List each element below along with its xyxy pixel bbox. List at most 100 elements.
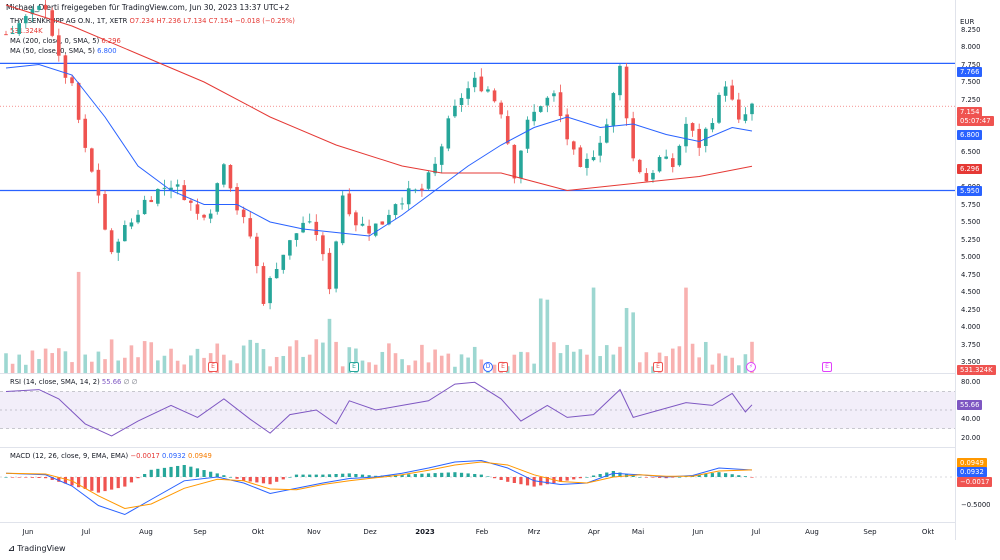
price-axis-tick: 5.750 — [961, 200, 981, 209]
candle-body — [439, 146, 444, 165]
candle-body — [426, 172, 431, 189]
candle-body — [558, 92, 563, 117]
candle-body — [591, 157, 596, 161]
macd-histogram-bar — [413, 474, 417, 477]
candle-body — [453, 105, 457, 117]
time-axis-tick: Mai — [631, 528, 645, 536]
time-axis-tick: Feb — [475, 528, 489, 536]
volume-bar — [129, 345, 134, 373]
earnings-marker[interactable]: E — [498, 362, 508, 372]
macd-histogram-bar — [301, 474, 305, 477]
macd-histogram-bar — [572, 477, 576, 480]
price-axis-tick: 6.500 — [961, 148, 981, 156]
time-axis-tick: Jun — [692, 528, 704, 536]
volume-bar — [644, 352, 649, 373]
macd-histogram-bar — [717, 472, 721, 477]
macd-histogram-bar — [360, 474, 365, 477]
macd-histogram-bar — [565, 477, 569, 481]
macd-histogram-bar — [90, 477, 94, 491]
macd-histogram-bar — [156, 468, 160, 477]
candle-body — [24, 16, 28, 24]
macd-histogram-bar — [228, 477, 233, 478]
earnings-marker[interactable]: E — [208, 362, 218, 372]
volume-bar — [565, 344, 569, 373]
candle-body — [420, 188, 424, 191]
volume-bar — [519, 351, 523, 373]
volume-bar — [453, 366, 457, 373]
candle-body — [387, 214, 391, 225]
macd-histogram-bar — [664, 477, 668, 479]
candle-body — [472, 77, 477, 88]
tradingview-brand[interactable]: ⊿ TradingView — [8, 544, 66, 553]
candle-body — [235, 187, 239, 211]
macd-histogram-bar — [545, 477, 549, 485]
time-axis-tick: Mrz — [527, 528, 541, 536]
candle-body — [116, 241, 121, 253]
volume-bar — [228, 360, 233, 373]
macd-histogram-bar — [486, 476, 490, 477]
candle-body — [321, 235, 325, 255]
time-axis-tick: Apr — [587, 528, 601, 536]
time-axis-tick: 2023 — [415, 528, 435, 536]
macd-histogram-bar — [341, 473, 345, 477]
candle-body — [723, 86, 728, 96]
candle-body — [169, 187, 173, 190]
split-marker[interactable]: ⚡ — [746, 362, 756, 372]
earnings-marker[interactable]: E — [653, 362, 663, 372]
price-axis-tick: 7.250 — [961, 95, 981, 104]
candle-body — [492, 90, 497, 102]
macd-axis-neg: −0.5000 — [961, 501, 991, 509]
candle-body — [413, 189, 418, 191]
volume-bar — [426, 362, 431, 373]
candle-body — [334, 241, 338, 289]
earnings-marker[interactable]: E — [349, 362, 359, 372]
macd-histogram-bar — [440, 472, 444, 477]
candle-body — [215, 183, 220, 212]
macd-histogram-bar — [255, 477, 259, 483]
volume-bar — [268, 366, 272, 373]
volume-bar — [235, 363, 239, 373]
candle-body — [565, 114, 569, 140]
rsi-legend[interactable]: RSI (14, close, SMA, 14, 2) 55.66 ∅ ∅ — [10, 378, 138, 386]
candle-body — [664, 156, 668, 159]
earnings-marker[interactable]: E — [822, 362, 832, 372]
price-axis-tick: 4.750 — [961, 270, 981, 279]
time-axis-tick: Dez — [363, 528, 377, 536]
candle-body — [604, 124, 609, 143]
bar-countdown-tag: 05:07:47 — [957, 116, 994, 126]
macd-line-tag: 0.0932 — [957, 467, 987, 477]
volume-bar — [730, 357, 734, 373]
volume-value: 531.324K — [10, 27, 43, 35]
volume-bar — [637, 362, 642, 373]
ma200-value: 6.296 — [101, 37, 121, 45]
ma50-legend[interactable]: MA (50, close, 0, SMA, 5) 6.800 — [10, 47, 117, 55]
ma200-price-tag: 6.296 — [957, 164, 983, 174]
volume-bar — [393, 353, 398, 373]
chart-canvas[interactable] — [0, 0, 955, 522]
macd-histogram-bar — [195, 468, 200, 477]
time-axis-tick: Jul — [81, 528, 91, 536]
volume-bar — [215, 343, 220, 373]
candle-body — [585, 158, 589, 168]
pane-divider-rsi[interactable] — [0, 373, 955, 374]
candle-body — [149, 199, 154, 203]
candle-body — [400, 203, 404, 205]
pane-divider-macd[interactable] — [0, 447, 955, 448]
macd-signal-tag: 0.0949 — [957, 458, 987, 468]
macd-legend[interactable]: MACD (12, 26, close, 9, EMA, EMA) −0.001… — [10, 452, 212, 460]
macd-histogram-bar — [136, 477, 140, 479]
currency-label: EUR — [960, 18, 975, 26]
candle-body — [202, 214, 206, 218]
macd-histogram-bar — [294, 474, 299, 477]
volume-bar — [274, 356, 279, 373]
macd-histogram-bar — [11, 477, 15, 478]
candle-body — [631, 118, 635, 159]
volume-bar — [83, 354, 88, 373]
macd-histogram-bar — [50, 477, 54, 480]
dividend-marker[interactable]: D — [483, 362, 493, 372]
ma200-legend[interactable]: MA (200, close, 0, SMA, 5) 6.296 — [10, 37, 121, 45]
candle-body — [743, 114, 748, 121]
candle-body — [294, 233, 299, 240]
candle-body — [651, 172, 655, 180]
candle-body — [175, 184, 180, 187]
